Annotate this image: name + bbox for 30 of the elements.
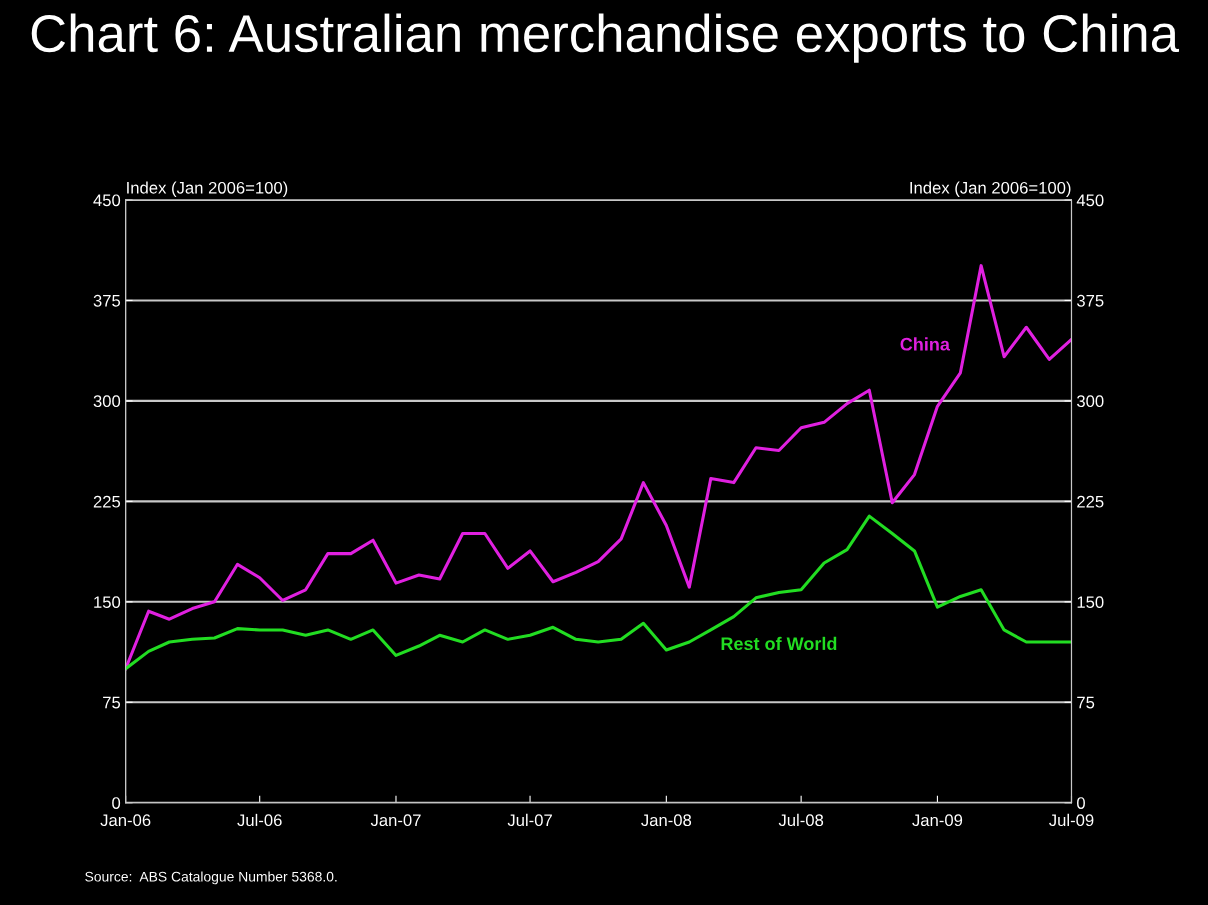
x-tick-label: Jul-06: [237, 813, 282, 827]
y2-tick-label: 300: [1076, 395, 1104, 408]
source-note: Source: ABS Catalogue Number 5368.0.: [85, 871, 337, 885]
y-tick-label: 450: [93, 194, 121, 207]
y2-tick-label: 225: [1077, 495, 1104, 508]
y2-tick-label: 75: [1077, 696, 1095, 709]
x-tick-label: Jul-08: [778, 813, 824, 827]
x-tick-label: Jan-08: [641, 814, 692, 827]
line-series: [125, 264, 1072, 671]
y2-axis-title: Index (Jan 2006=100): [910, 181, 1071, 197]
series-label: China: [900, 337, 951, 351]
y2-tick-label: 150: [1077, 596, 1104, 609]
y-tick-label: 300: [93, 395, 121, 408]
y-tick-label: 150: [94, 596, 121, 609]
y-tick-label: 0: [112, 797, 121, 809]
line-series: [125, 514, 1072, 671]
x-tick-label: Jan-09: [912, 814, 963, 827]
chart-title: Chart 6: Australian merchandise exports to China: [31, 13, 1180, 63]
y-tick-label: 375: [93, 294, 121, 307]
y2-tick-label: 450: [1076, 194, 1104, 207]
x-tick-label: Jul-09: [1049, 813, 1094, 827]
y-tick-label: 225: [93, 495, 121, 508]
y2-tick-label: 375: [1076, 294, 1104, 307]
x-tick-label: Jan-06: [100, 814, 151, 827]
x-tick-label: Jul-07: [507, 813, 552, 827]
y2-tick-label: 0: [1077, 797, 1085, 809]
series-label: Rest of World: [721, 636, 837, 651]
x-tick-label: Jan-07: [370, 814, 421, 827]
y-axis-title: Index (Jan 2006=100): [127, 181, 288, 197]
y-tick-label: 75: [103, 696, 121, 709]
